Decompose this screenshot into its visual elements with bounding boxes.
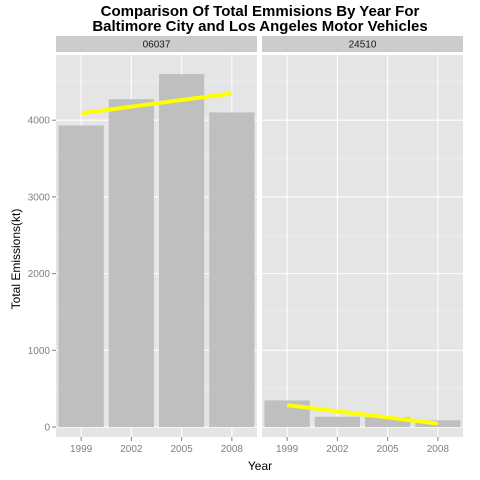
bar-06037-1999 bbox=[58, 125, 104, 428]
facet-strip bbox=[262, 36, 463, 52]
bar-24510-1999 bbox=[264, 400, 310, 428]
bar-06037-2005 bbox=[159, 74, 205, 428]
x-tick-label: 2005 bbox=[377, 444, 400, 455]
y-tick-label: 4000 bbox=[28, 116, 51, 127]
chart-title: Comparison Of Total Emmisions By Year Fo… bbox=[92, 3, 427, 35]
trend-line-24510 bbox=[286, 403, 439, 426]
facet-strip-label: 24510 bbox=[349, 40, 377, 51]
y-axis: 0 1000 2000 3000 4000 bbox=[28, 116, 56, 434]
bar-24510-2002 bbox=[314, 416, 360, 428]
panel-06037: 06037 1999 2002 2005 2008 bbox=[56, 36, 257, 455]
bar-24510-2005 bbox=[365, 417, 411, 428]
x-tick-label: 2008 bbox=[221, 444, 244, 455]
bar-24510-2008 bbox=[415, 420, 461, 428]
x-tick-label: 1999 bbox=[70, 444, 93, 455]
y-tick-label: 0 bbox=[44, 423, 50, 434]
x-tick-label: 2002 bbox=[326, 444, 349, 455]
facet-panels: 06037 1999 2002 2005 2008 24510 1999 2002 2005 20… bbox=[56, 36, 463, 455]
facet-strip-label: 06037 bbox=[143, 40, 171, 51]
panel-24510: 24510 1999 2002 2005 2008 bbox=[262, 36, 463, 455]
chart-title-line-1: Comparison Of Total Emmisions By Year Fo… bbox=[101, 3, 420, 20]
bar-06037-2002 bbox=[108, 99, 154, 428]
x-tick-label: 2002 bbox=[120, 444, 143, 455]
bar-06037-2008 bbox=[209, 112, 255, 428]
facet-strip bbox=[56, 36, 257, 52]
panel-background bbox=[262, 55, 463, 437]
x-tick-label: 2008 bbox=[427, 444, 450, 455]
y-tick-label: 3000 bbox=[28, 192, 51, 203]
y-tick-label: 2000 bbox=[28, 269, 51, 280]
x-axis-title: Year bbox=[248, 459, 272, 473]
chart-title-line-2: Baltimore City and Los Angeles Motor Veh… bbox=[92, 18, 427, 35]
trend-line-06037 bbox=[80, 91, 233, 116]
y-axis-title: Total Emissions(kt) bbox=[9, 209, 23, 310]
y-tick-label: 1000 bbox=[28, 346, 51, 357]
x-tick-label: 1999 bbox=[276, 444, 299, 455]
x-tick-label: 2005 bbox=[171, 444, 194, 455]
